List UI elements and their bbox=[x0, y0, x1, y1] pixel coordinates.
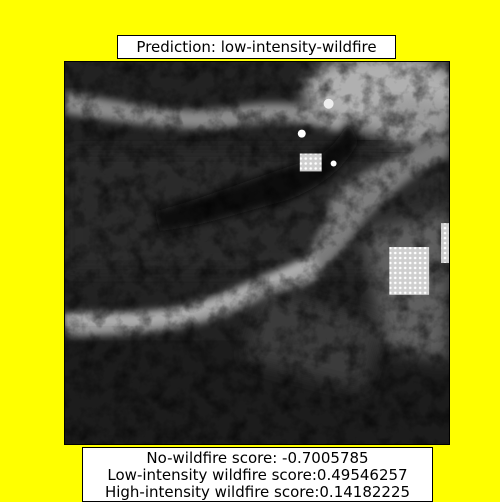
no-wildfire-score: No-wildfire score: -0.7005785 bbox=[146, 449, 369, 467]
satellite-image bbox=[64, 61, 450, 445]
prediction-title: Prediction: low-intensity-wildfire bbox=[117, 35, 396, 59]
satellite-terrain-svg bbox=[65, 62, 449, 444]
high-intensity-score: High-intensity wildfire score:0.14182225 bbox=[104, 483, 411, 501]
low-intensity-score: Low-intensity wildfire score:0.49546257 bbox=[107, 466, 408, 484]
scores-box: No-wildfire score: -0.7005785 Low-intens… bbox=[82, 447, 433, 502]
